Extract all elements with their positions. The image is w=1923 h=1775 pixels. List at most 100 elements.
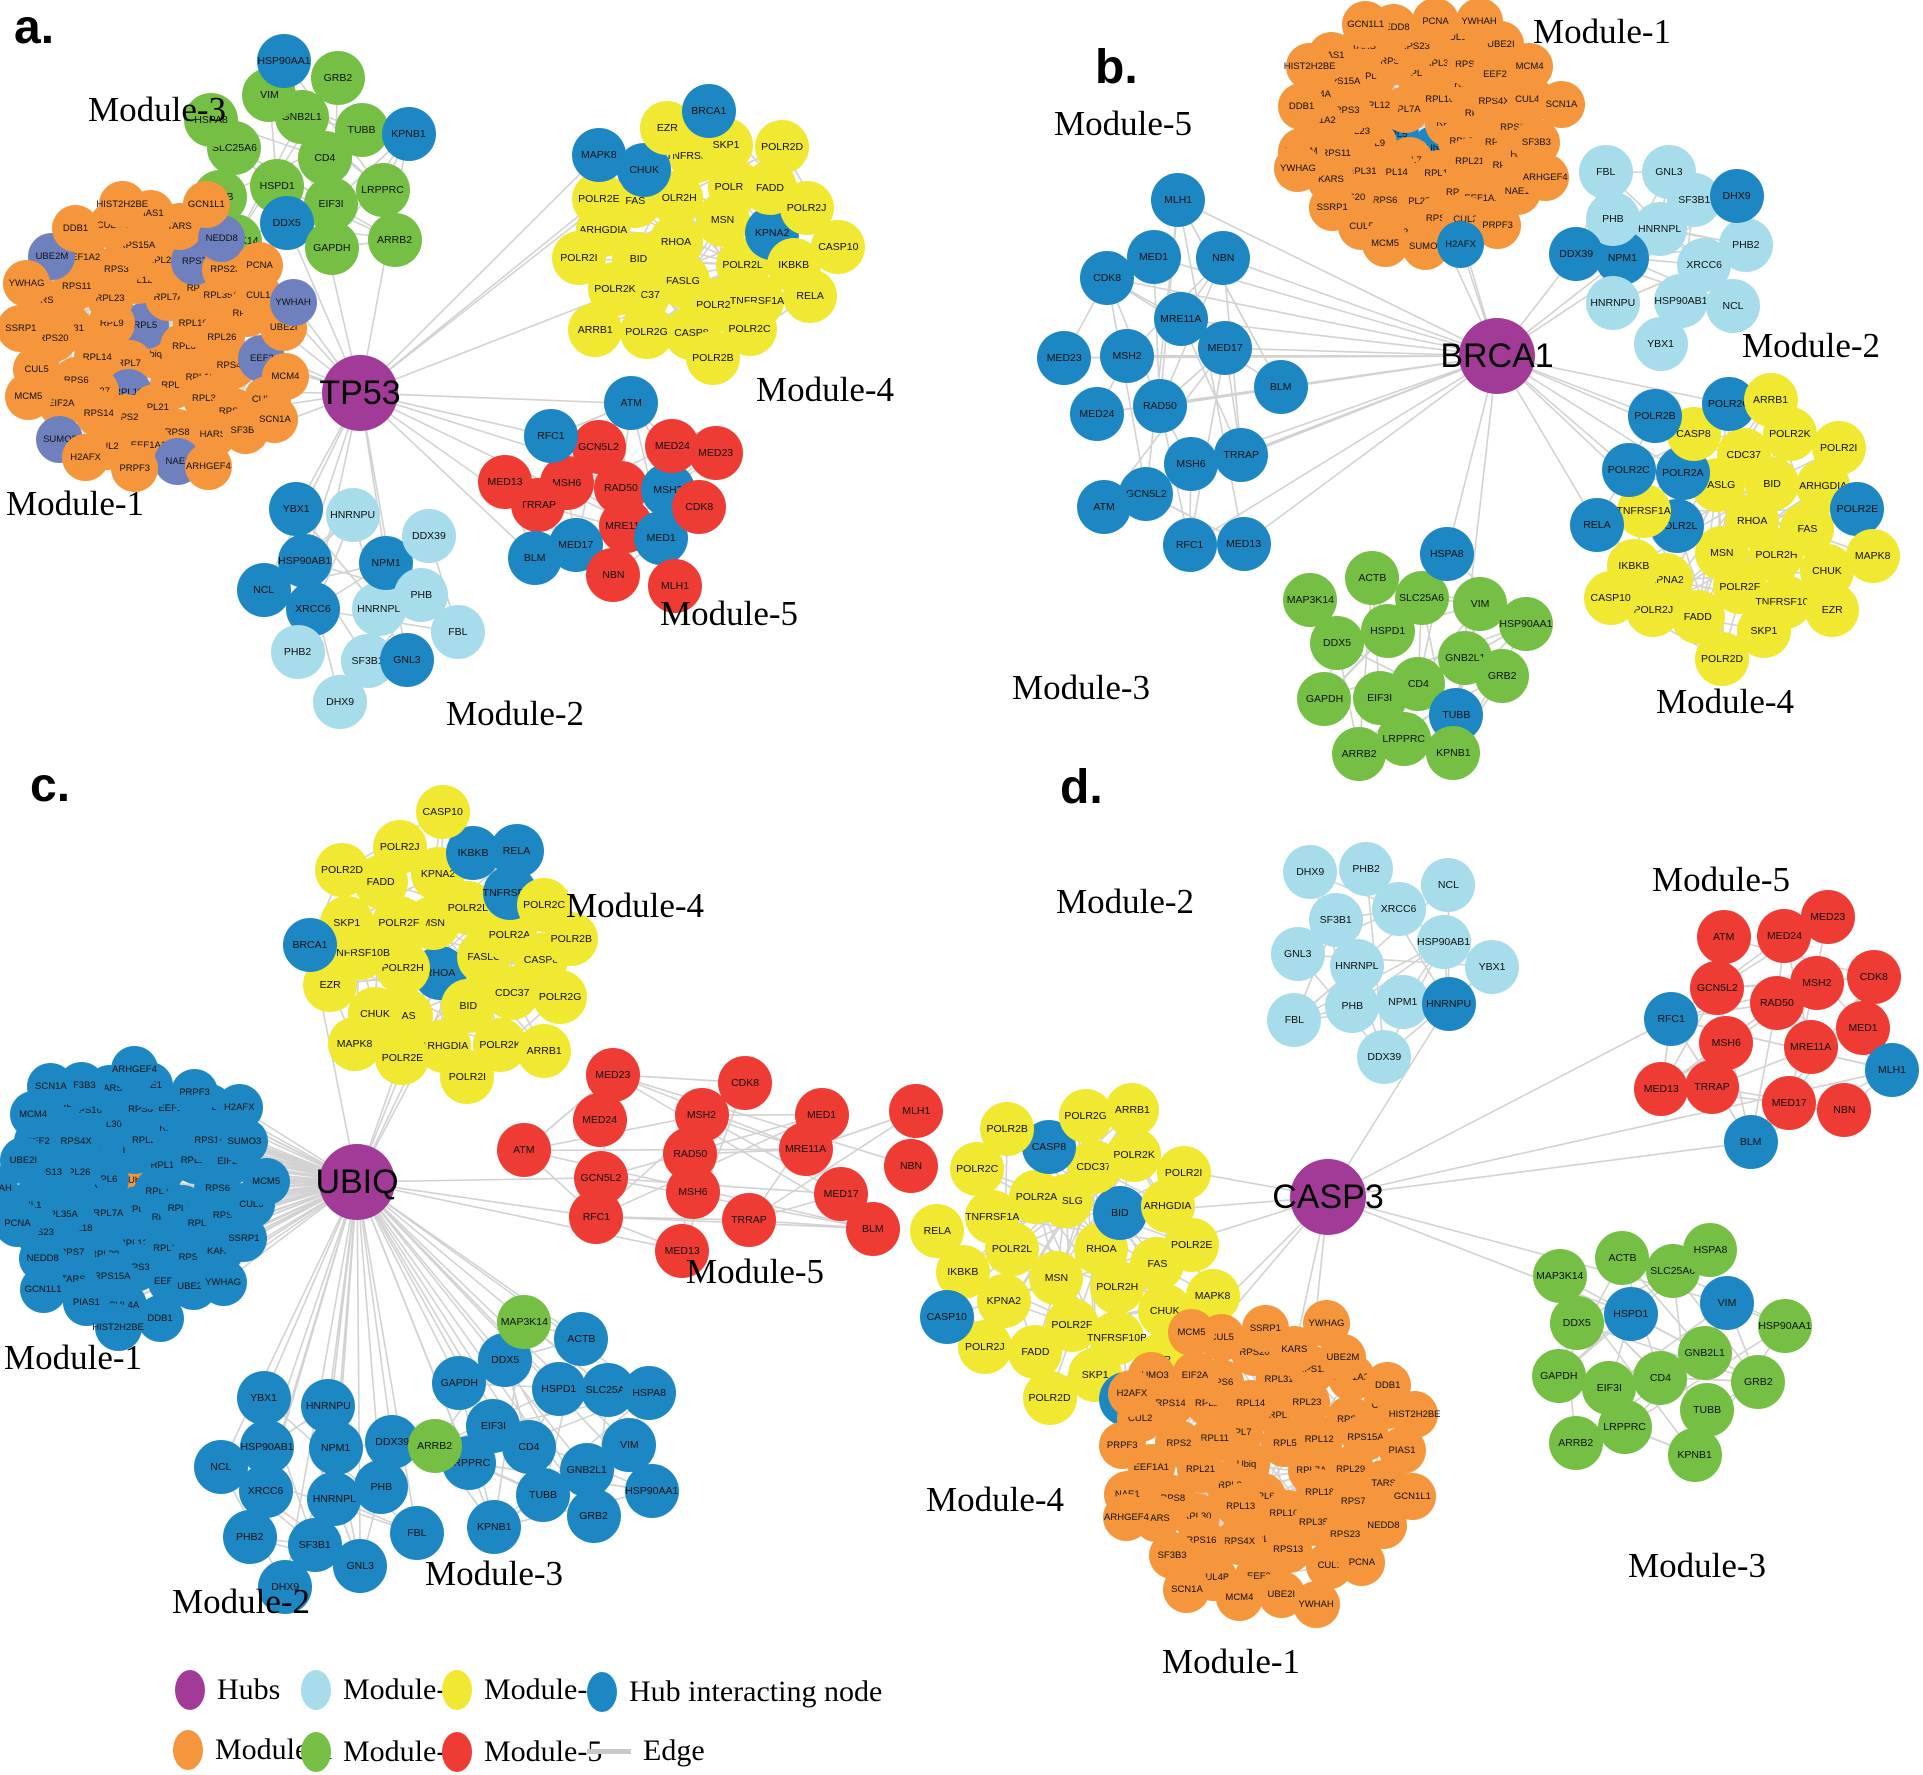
- node-label: YBX1: [250, 1392, 277, 1405]
- node-label: RPS20: [1239, 1346, 1270, 1358]
- node-label: RPL12: [123, 275, 153, 287]
- node-label: MAPK8: [581, 149, 617, 162]
- node-label: POLR2I: [1819, 442, 1858, 455]
- node-label: RPL11: [1200, 1433, 1229, 1445]
- node-label: H2AFX: [223, 1102, 255, 1114]
- node-grb2: GRB2: [566, 1488, 621, 1543]
- node-label: NCL: [1722, 299, 1744, 312]
- edge: [1189, 355, 1498, 546]
- node-label: MED17: [1771, 1097, 1807, 1110]
- node-fbl: FBL: [1267, 993, 1322, 1048]
- node-trrap: TRRAP: [511, 478, 566, 533]
- legend-color-dot: [175, 1670, 205, 1710]
- node-gnl3: GNL3: [1270, 927, 1325, 982]
- node-label: NPM1: [371, 557, 401, 570]
- node-label: BRCA1: [292, 938, 328, 951]
- node-label: RPS11: [62, 280, 92, 292]
- node-label: FASLG: [665, 274, 700, 287]
- node-nbn: NBN: [1196, 230, 1251, 285]
- node-polr2b: POLR2B: [980, 1102, 1035, 1157]
- node-label: RPS11: [1321, 147, 1351, 159]
- node-mapk8: MAPK8: [1185, 1268, 1240, 1323]
- node-label: RPS7: [1380, 56, 1406, 68]
- edge: [356, 1181, 588, 1471]
- node-label: RPS14: [83, 407, 114, 419]
- node-label: MSH2: [1112, 349, 1142, 362]
- edge: [1177, 199, 1245, 544]
- node-blm: BLM: [1723, 1115, 1778, 1170]
- node-label: KARS: [1317, 174, 1344, 186]
- node-label: XRCC6: [1686, 258, 1722, 271]
- node-label: POLR2C: [1607, 463, 1650, 476]
- node-label: GAPDH: [1540, 1370, 1578, 1383]
- node-gcn1l1: GCN1L1: [182, 181, 230, 229]
- node-label: PHB: [1341, 1000, 1364, 1013]
- node-label: POLR2J: [1633, 603, 1674, 616]
- node-label: MED13: [487, 476, 523, 489]
- legend-color-dot: [301, 1732, 331, 1772]
- node-label: DDB1: [147, 1313, 173, 1325]
- node-label: MRE11A: [1790, 1040, 1832, 1053]
- node-label: MAPK8: [336, 1037, 373, 1050]
- node-label: RPS16: [1186, 1534, 1217, 1546]
- node-atm: ATM: [604, 376, 659, 431]
- node-msh2: MSH2: [1100, 328, 1155, 383]
- node-label: SCN1A: [259, 413, 291, 425]
- node-label: RPL13: [1226, 1501, 1256, 1513]
- legend-label: Module-5: [484, 1735, 603, 1768]
- node-label: EIF2A: [1181, 1369, 1209, 1381]
- node-hsp90aa1: HSP90AA1: [1757, 1298, 1812, 1353]
- node-arrb2: ARRB2: [1332, 726, 1387, 781]
- node-label: PHB2: [1732, 238, 1760, 251]
- edge: [1177, 198, 1498, 357]
- node-label: MLH1: [1877, 1064, 1906, 1077]
- node-label: MCM4: [271, 370, 300, 382]
- node-nbn: NBN: [884, 1138, 939, 1193]
- node-polr2e: POLR2E: [1164, 1217, 1219, 1272]
- module-label: Module-3: [88, 90, 227, 129]
- edge: [359, 392, 536, 559]
- node-tubb: TUBB: [334, 103, 389, 157]
- node-rfc1: RFC1: [1162, 518, 1217, 573]
- node-msh6: MSH6: [1163, 437, 1218, 492]
- node-label: POLR2G: [1064, 1110, 1107, 1123]
- legend-item-module-4: Module-4: [442, 1670, 602, 1710]
- node-label: RELA: [796, 289, 824, 302]
- node-polr2i: POLR2I: [440, 1050, 495, 1105]
- node-label: RPS14: [1155, 1397, 1186, 1409]
- node-label: RPL21: [1185, 1463, 1215, 1475]
- node-label: GNB2L1: [1445, 651, 1486, 664]
- node-tnfrsf1a: TNFRSF1A: [965, 1190, 1019, 1245]
- node-label: KPNA2: [986, 1294, 1021, 1307]
- legend-label: Module-2: [343, 1673, 462, 1706]
- node-label: FBL: [1284, 1014, 1304, 1027]
- node-label: RAD50: [1759, 996, 1794, 1009]
- node-label: TUBB: [1442, 708, 1471, 721]
- node-arrb1: ARRB1: [1105, 1082, 1160, 1137]
- node-label: RPL21: [131, 1134, 161, 1146]
- node-label: NCL: [1437, 879, 1459, 892]
- node-label: RPL29: [1336, 1464, 1366, 1476]
- node-label: ARRB2: [1558, 1436, 1594, 1449]
- node-hnrnpu: HNRNPU: [1421, 977, 1476, 1032]
- node-label: EEF2: [1483, 69, 1507, 81]
- node-label: ATM: [1093, 501, 1115, 514]
- node-mlh1: MLH1: [648, 558, 703, 613]
- node-label: MLH1: [902, 1105, 931, 1118]
- node-label: RPL29: [147, 254, 177, 266]
- node-label: CDC37: [1076, 1161, 1111, 1174]
- module-label: Module-5: [1652, 860, 1791, 899]
- node-label: ARHGDIA: [1799, 479, 1848, 492]
- node-label: RPS14: [1425, 212, 1456, 224]
- node-label: PCNA: [246, 259, 273, 271]
- node-label: HIST2H2BE: [96, 199, 149, 211]
- node-arhgef4: ARHGEF4: [1102, 1493, 1150, 1541]
- node-label: XRCC6: [295, 602, 331, 615]
- legend-item-module-3: Module-3: [301, 1732, 461, 1772]
- node-label: RPL31: [1347, 165, 1377, 177]
- node-label: PHB: [410, 589, 433, 602]
- node-label: HARS: [199, 429, 227, 441]
- node-mcm5: MCM5: [4, 372, 52, 420]
- node-label: RPS6: [1372, 195, 1398, 207]
- node-label: HSP90AA1: [257, 55, 311, 68]
